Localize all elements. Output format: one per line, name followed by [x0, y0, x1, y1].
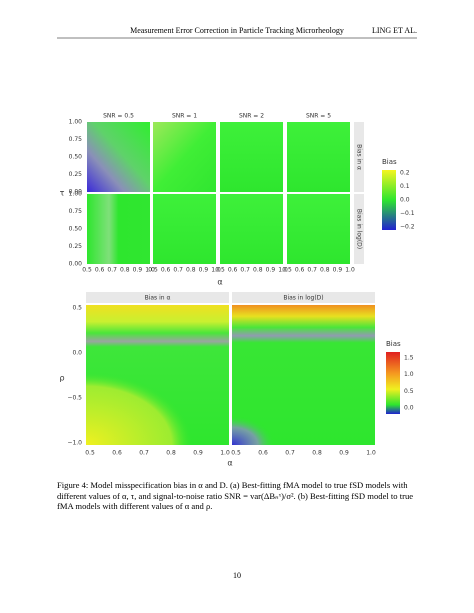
x-tick-label: 0.5 [82, 267, 92, 274]
running-title: Measurement Error Correction in Particle… [130, 26, 344, 35]
x-tick-label: 0.6 [112, 450, 122, 457]
x-tick-label: 0.8 [186, 267, 196, 274]
x-tick-label: 0.7 [173, 267, 183, 274]
y-tick-label: 1.00 [69, 119, 83, 126]
x-tick-label: 0.5 [215, 267, 225, 274]
y-axis-label: ρ [59, 374, 64, 383]
row-label: Bias in α [356, 144, 363, 170]
running-authors: LING ET AL. [372, 26, 417, 35]
x-tick-label: 0.7 [139, 450, 149, 457]
heatmap-panel [87, 122, 150, 192]
strip [354, 122, 364, 192]
figure-b: Bias in α 0.5 0.6 0.7 0.8 0.9 1.0 Bias in log(D… [59, 292, 414, 468]
x-axis-label: α [217, 278, 222, 287]
x-tick-label: 0.7 [307, 267, 317, 274]
x-tick-label: 0.5 [85, 450, 95, 457]
strip [354, 194, 364, 264]
row-label: Bias in log(D) [356, 209, 363, 249]
x-tick-label: 0.6 [95, 267, 105, 274]
x-tick-label: 1.0 [345, 267, 355, 274]
x-tick-label: 0.6 [258, 450, 268, 457]
legend-tick-label: −0.1 [400, 210, 415, 217]
x-tick-label: 0.7 [285, 450, 295, 457]
x-tick-label: 0.6 [228, 267, 238, 274]
legend-tick-label: 1.5 [404, 355, 414, 362]
facet-label: SNR = 1 [172, 113, 197, 120]
x-tick-label: 0.8 [253, 267, 263, 274]
legend-title: Bias [382, 158, 397, 166]
x-tick-label: 0.6 [161, 267, 171, 274]
x-tick-label: 0.9 [193, 450, 203, 457]
y-tick-label: 0.25 [69, 171, 83, 178]
x-tick-label: 1.0 [145, 267, 155, 274]
x-tick-label: 0.8 [320, 267, 330, 274]
y-tick-label: 0.5 [72, 305, 82, 312]
heatmap-panel [220, 122, 283, 192]
heatmap-panel [220, 194, 283, 264]
x-tick-label: 0.5 [282, 267, 292, 274]
x-tick-label: 0.8 [312, 450, 322, 457]
y-tick-label: 0.00 [69, 189, 83, 196]
heatmap-panel [87, 194, 150, 264]
x-tick-label: 1.0 [220, 450, 230, 457]
x-tick-label: 0.8 [166, 450, 176, 457]
x-tick-label: 1.0 [211, 267, 221, 274]
y-tick-label: 0.00 [69, 261, 83, 268]
legend-tick-label: 0.5 [404, 388, 414, 395]
x-tick-label: 1.0 [366, 450, 376, 457]
y-tick-label: 0.50 [69, 226, 83, 233]
caption: Figure 4: Model misspecification bias in… [57, 480, 414, 511]
panel-title: Bias in log(D) [283, 295, 323, 302]
x-tick-label: 0.9 [339, 450, 349, 457]
x-tick-label: 0.7 [107, 267, 117, 274]
x-tick-label: 0.6 [295, 267, 305, 274]
heatmap-panel [287, 122, 350, 192]
legend-tick-label: 0.2 [400, 170, 410, 177]
panel-title: Bias in α [145, 295, 171, 302]
y-tick-label: 0.25 [69, 243, 83, 250]
legend-tick-label: 1.0 [404, 371, 414, 378]
legend-tick-label: 0.1 [400, 183, 410, 190]
y-tick-label: 0.0 [72, 350, 82, 357]
x-tick-label: 1.0 [278, 267, 288, 274]
facet-label: SNR = 2 [239, 113, 264, 120]
x-tick-label: 0.5 [231, 450, 241, 457]
legend-tick-label: −0.2 [400, 224, 415, 231]
y-tick-label: −0.5 [67, 395, 82, 402]
x-tick-label: 0.5 [148, 267, 158, 274]
heatmap-overlay [232, 347, 375, 445]
x-tick-label: 0.9 [199, 267, 209, 274]
legend-title: Bias [386, 340, 401, 348]
legend-colorbar [386, 352, 400, 414]
x-tick-label: 0.8 [120, 267, 130, 274]
legend-tick-label: 0.0 [404, 405, 414, 412]
y-tick-label: −1.0 [67, 440, 82, 447]
legend-colorbar [382, 170, 396, 230]
y-tick-label: 0.75 [69, 136, 83, 143]
y-tick-label: 0.50 [69, 154, 83, 161]
x-tick-label: 0.9 [333, 267, 343, 274]
x-tick-label: 0.9 [266, 267, 276, 274]
y-tick-label: 1.00 [69, 191, 83, 198]
x-tick-label: 0.9 [133, 267, 143, 274]
facet-label: SNR = 0.5 [103, 113, 134, 120]
heatmap-overlay [86, 347, 229, 445]
x-tick-label: 0.7 [240, 267, 250, 274]
x-axis-label: α [227, 459, 232, 468]
y-tick-label: 0.75 [69, 208, 83, 215]
y-axis-label: τ [60, 189, 65, 198]
page-number: 10 [233, 571, 241, 580]
heatmap-panel [153, 194, 216, 264]
legend-tick-label: 0.0 [400, 197, 410, 204]
facet-label: SNR = 5 [306, 113, 331, 120]
heatmap-panel [287, 194, 350, 264]
title-strip [86, 292, 229, 303]
heatmap-panel [153, 122, 216, 192]
title-strip [232, 292, 375, 303]
